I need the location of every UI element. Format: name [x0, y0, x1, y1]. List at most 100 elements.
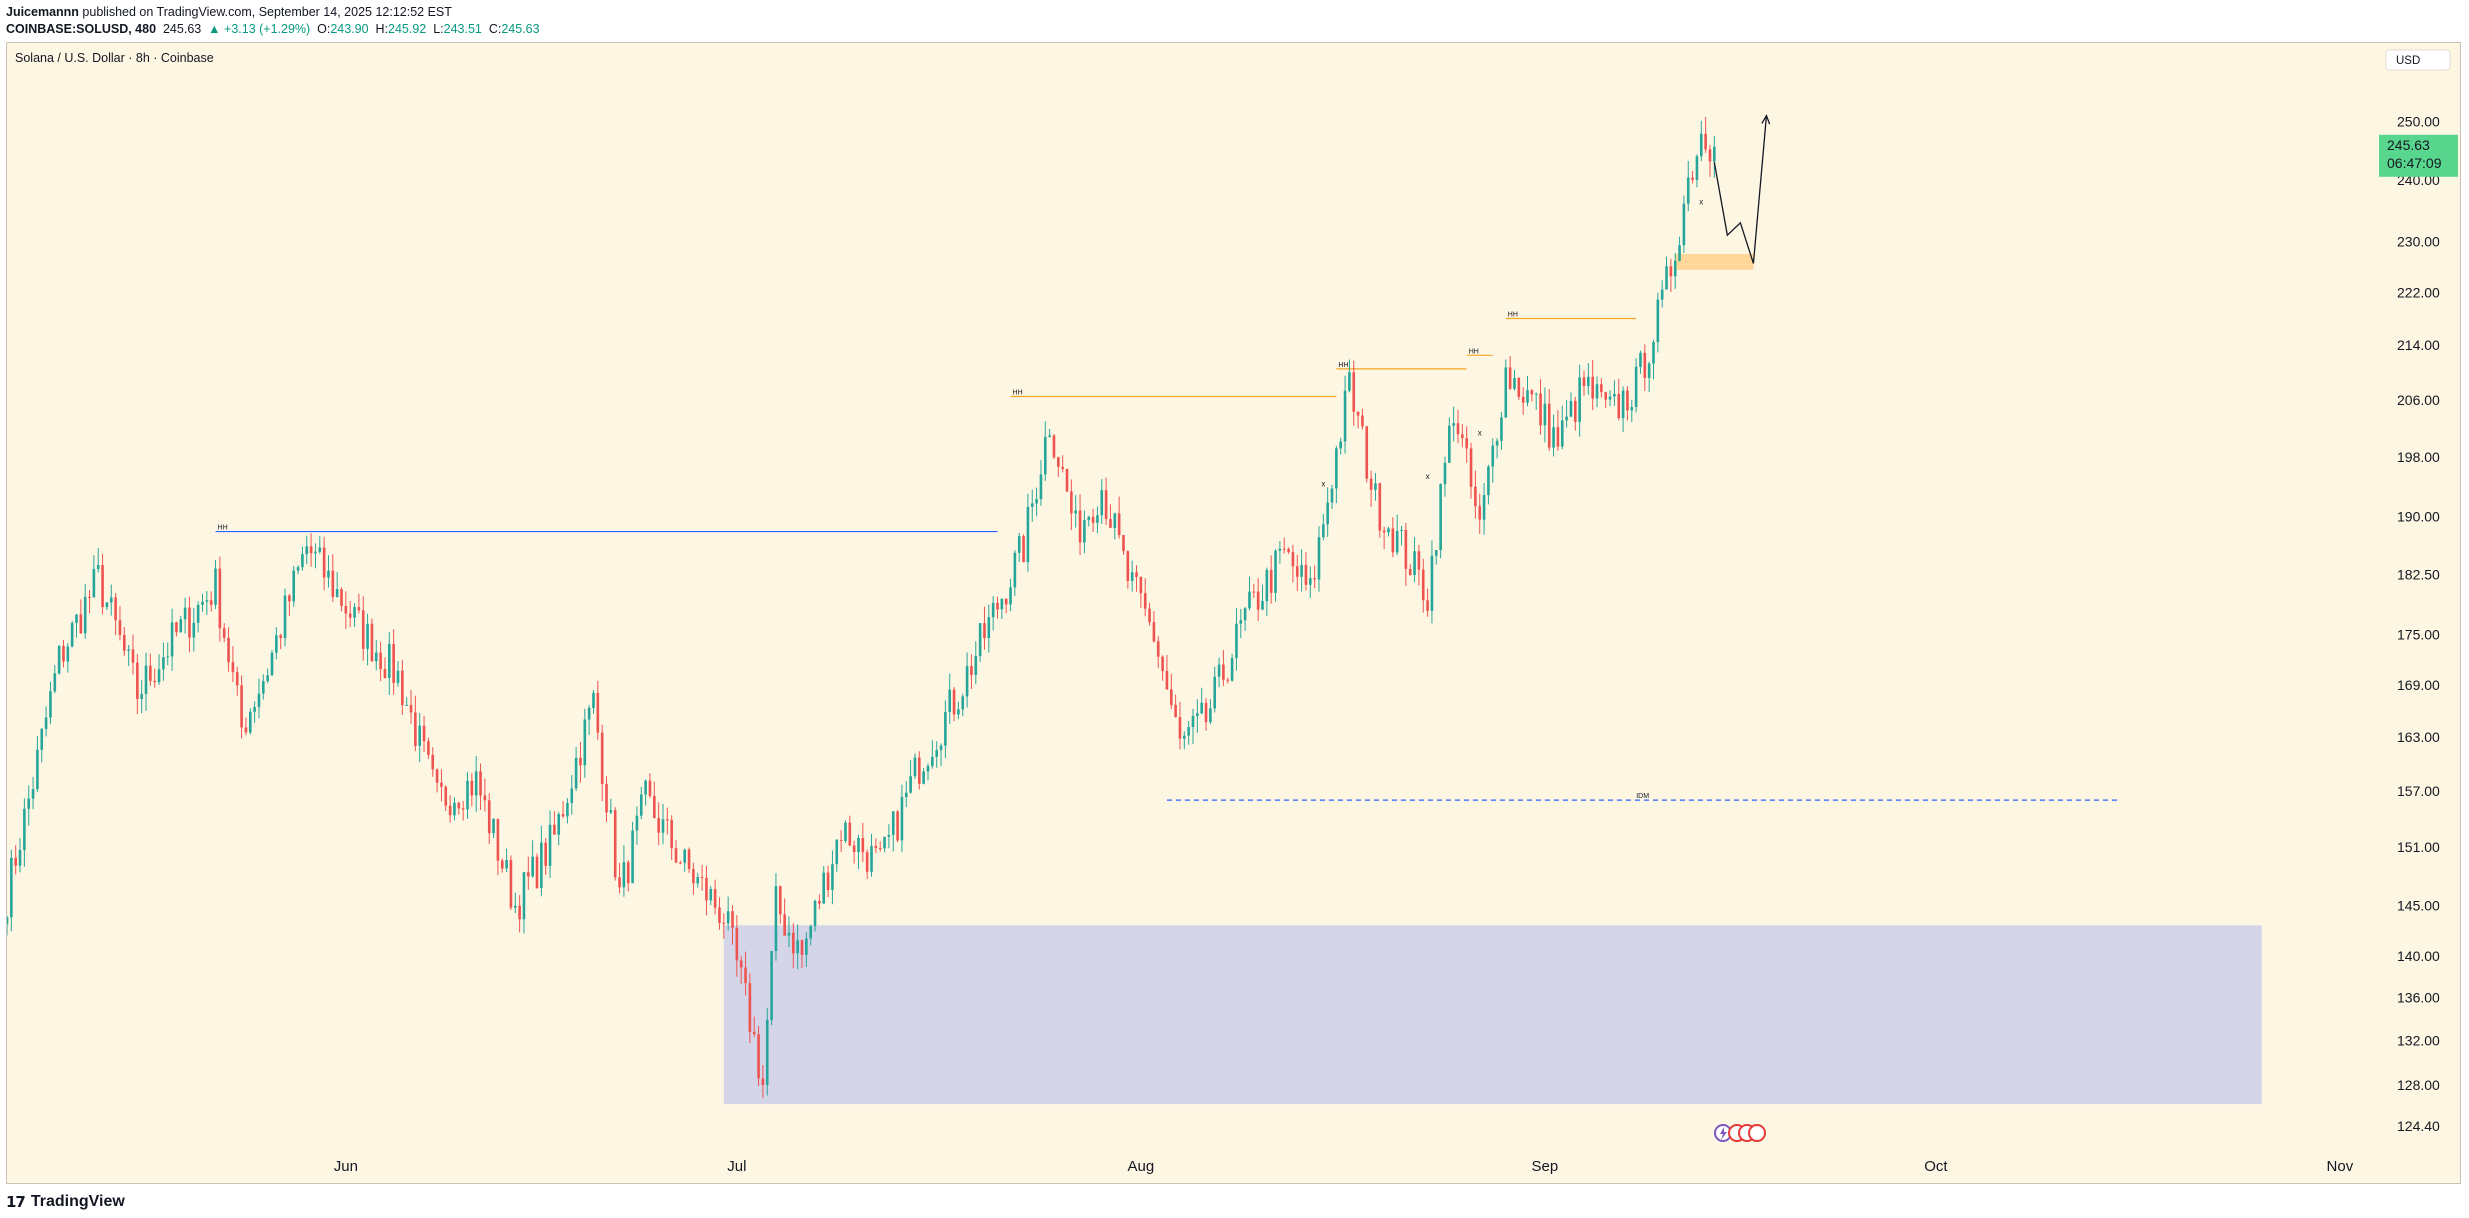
candle-201 — [878, 841, 882, 852]
candle-384 — [1673, 252, 1677, 289]
candle-125 — [548, 810, 552, 879]
candle-body — [1196, 713, 1199, 717]
candle-203 — [887, 824, 891, 849]
candle-249 — [1087, 515, 1091, 527]
candle-302 — [1317, 526, 1321, 592]
y-tick-label: 250.00 — [2397, 113, 2440, 129]
candle-body — [644, 780, 647, 795]
chart-panel[interactable]: HH HH HH HH HH IDM x x x x 124.40 128.00 132.00 136… — [6, 42, 2461, 1184]
candle-body — [1708, 149, 1712, 162]
candle-body — [1057, 457, 1060, 467]
candle-96 — [422, 715, 426, 752]
candle-body — [414, 712, 417, 746]
candle-38 — [170, 608, 174, 671]
candle-301 — [1313, 565, 1316, 589]
candle-body — [1004, 598, 1008, 605]
candle-376 — [1639, 350, 1642, 374]
candle-body — [23, 808, 26, 851]
candle-body — [1322, 524, 1325, 538]
candle-body — [1604, 392, 1608, 400]
lightning-icon — [1720, 1127, 1727, 1140]
candle-27 — [122, 627, 126, 656]
candle-body — [974, 655, 978, 675]
candle-body — [696, 877, 700, 884]
candle-191 — [835, 838, 839, 872]
candle-body — [1117, 513, 1121, 536]
event-icons[interactable] — [1714, 1124, 1766, 1142]
candle-body — [1578, 377, 1581, 422]
candle-364 — [1587, 363, 1590, 395]
candle-body — [579, 757, 582, 766]
candle-118 — [518, 895, 521, 933]
candle-59 — [262, 674, 265, 700]
candle-20 — [92, 555, 96, 598]
candle-body — [1061, 466, 1064, 469]
candle-body — [752, 1031, 756, 1035]
candle-139 — [609, 798, 613, 815]
zones-layer — [723, 253, 2262, 1105]
candle-31 — [140, 679, 143, 714]
candle-body — [1417, 551, 1421, 570]
candle-333 — [1452, 406, 1455, 442]
open-label: O: — [317, 22, 331, 36]
candle-108 — [474, 755, 478, 812]
candle-295 — [1287, 547, 1290, 554]
candle-345 — [1504, 359, 1508, 419]
candle-292 — [1274, 548, 1277, 602]
currency-button[interactable]: USD — [2385, 49, 2451, 71]
candle-body — [1673, 260, 1677, 277]
candle-343 — [1495, 438, 1499, 459]
author-name[interactable]: Juicemannn — [6, 5, 79, 19]
candle-body — [796, 940, 799, 954]
candle-body — [335, 589, 339, 597]
candle-18 — [83, 583, 87, 639]
candle-309 — [1348, 359, 1351, 393]
candle-382 — [1665, 256, 1668, 290]
candle-body — [761, 1078, 765, 1085]
candle-93 — [409, 690, 413, 724]
price-badge: 245.63 06:47:09 — [2379, 134, 2458, 177]
candle-132 — [579, 741, 582, 783]
candle-212 — [926, 763, 930, 781]
candle-body — [1308, 578, 1312, 585]
candle-body — [1526, 390, 1529, 403]
candle-body — [844, 822, 847, 841]
candle-145 — [635, 806, 639, 845]
candle-52 — [231, 646, 235, 683]
candle-body — [1156, 641, 1160, 657]
candle-body — [422, 725, 426, 742]
price-chart[interactable]: HH HH HH HH HH IDM x x x x 124.40 128.00 132.00 136… — [7, 43, 2460, 1183]
candle-7 — [36, 736, 39, 793]
candle-106 — [466, 772, 469, 819]
candle-2 — [14, 845, 17, 875]
candle-body — [1356, 411, 1360, 416]
candle-337 — [1469, 442, 1473, 499]
candle-body — [657, 818, 660, 833]
candle-380 — [1656, 292, 1660, 353]
candle-175 — [765, 1008, 769, 1096]
candle-body — [448, 805, 452, 816]
candle-body — [440, 782, 443, 787]
candle-189 — [826, 865, 830, 898]
candle-78 — [344, 591, 348, 630]
candle-318 — [1387, 526, 1390, 537]
us-flag-icon-3[interactable] — [1748, 1124, 1766, 1142]
candle-body — [1713, 146, 1716, 162]
close-value: 245.63 — [501, 22, 540, 36]
candle-body — [1191, 716, 1195, 728]
candle-body — [861, 837, 865, 853]
candle-body — [101, 565, 104, 607]
tradingview-footer[interactable]: 17 TradingView — [6, 1190, 125, 1214]
candle-273 — [1191, 708, 1195, 744]
candle-body — [92, 568, 96, 598]
candle-277 — [1209, 699, 1212, 725]
candle-body — [1222, 664, 1225, 680]
candle-158 — [692, 862, 695, 895]
candle-100 — [440, 769, 443, 802]
candle-body — [666, 819, 669, 821]
candle-body — [387, 643, 391, 678]
candle-144 — [631, 821, 634, 884]
candle-150 — [657, 802, 660, 846]
candle-49 — [218, 556, 222, 642]
candle-body — [1508, 367, 1512, 389]
